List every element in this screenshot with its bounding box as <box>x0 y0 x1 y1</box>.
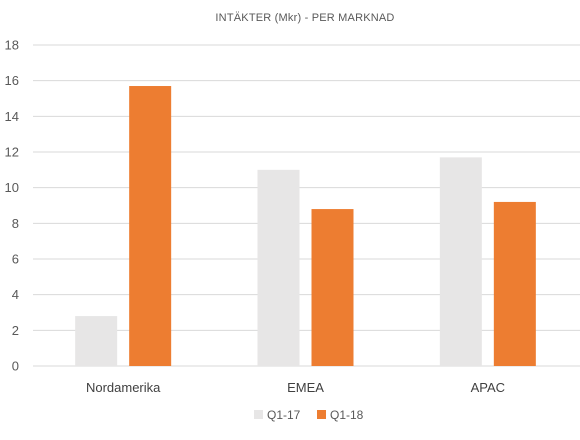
y-tick-label: 2 <box>12 323 19 338</box>
bar-nordamerika-q1-17 <box>75 316 118 366</box>
grid-layer <box>33 44 580 367</box>
x-category-label: Nordamerika <box>86 380 161 395</box>
y-axis-tick-labels: 0 2 4 6 8 10 12 14 16 18 <box>5 38 19 374</box>
legend-label: Q1-17 <box>267 408 301 422</box>
y-tick-label: 10 <box>5 180 19 195</box>
y-tick-label: 8 <box>12 216 19 231</box>
legend: Q1-17 Q1-18 <box>254 408 364 422</box>
y-tick-label: 14 <box>5 109 19 124</box>
y-tick-label: 12 <box>5 145 19 160</box>
x-category-label: EMEA <box>287 380 324 395</box>
legend-swatch <box>254 410 263 419</box>
bar-layer <box>75 86 536 367</box>
y-tick-label: 0 <box>12 359 19 374</box>
y-tick-label: 4 <box>12 287 19 302</box>
x-category-label: APAC <box>471 380 505 395</box>
bar-nordamerika-q1-18 <box>129 86 172 367</box>
y-tick-label: 18 <box>5 38 19 53</box>
chart-title: INTÄKTER (Mkr) - PER MARKNAD <box>215 12 394 24</box>
y-tick-label: 6 <box>12 252 19 267</box>
y-tick-label: 16 <box>5 73 19 88</box>
bar-emea-q1-18 <box>311 209 354 366</box>
legend-swatch <box>317 410 326 419</box>
x-axis-category-labels: Nordamerika EMEA APAC <box>86 380 505 395</box>
bar-emea-q1-17 <box>257 169 300 366</box>
bar-apac-q1-18 <box>493 201 536 366</box>
bar-apac-q1-17 <box>439 157 482 366</box>
legend-label: Q1-18 <box>330 408 364 422</box>
